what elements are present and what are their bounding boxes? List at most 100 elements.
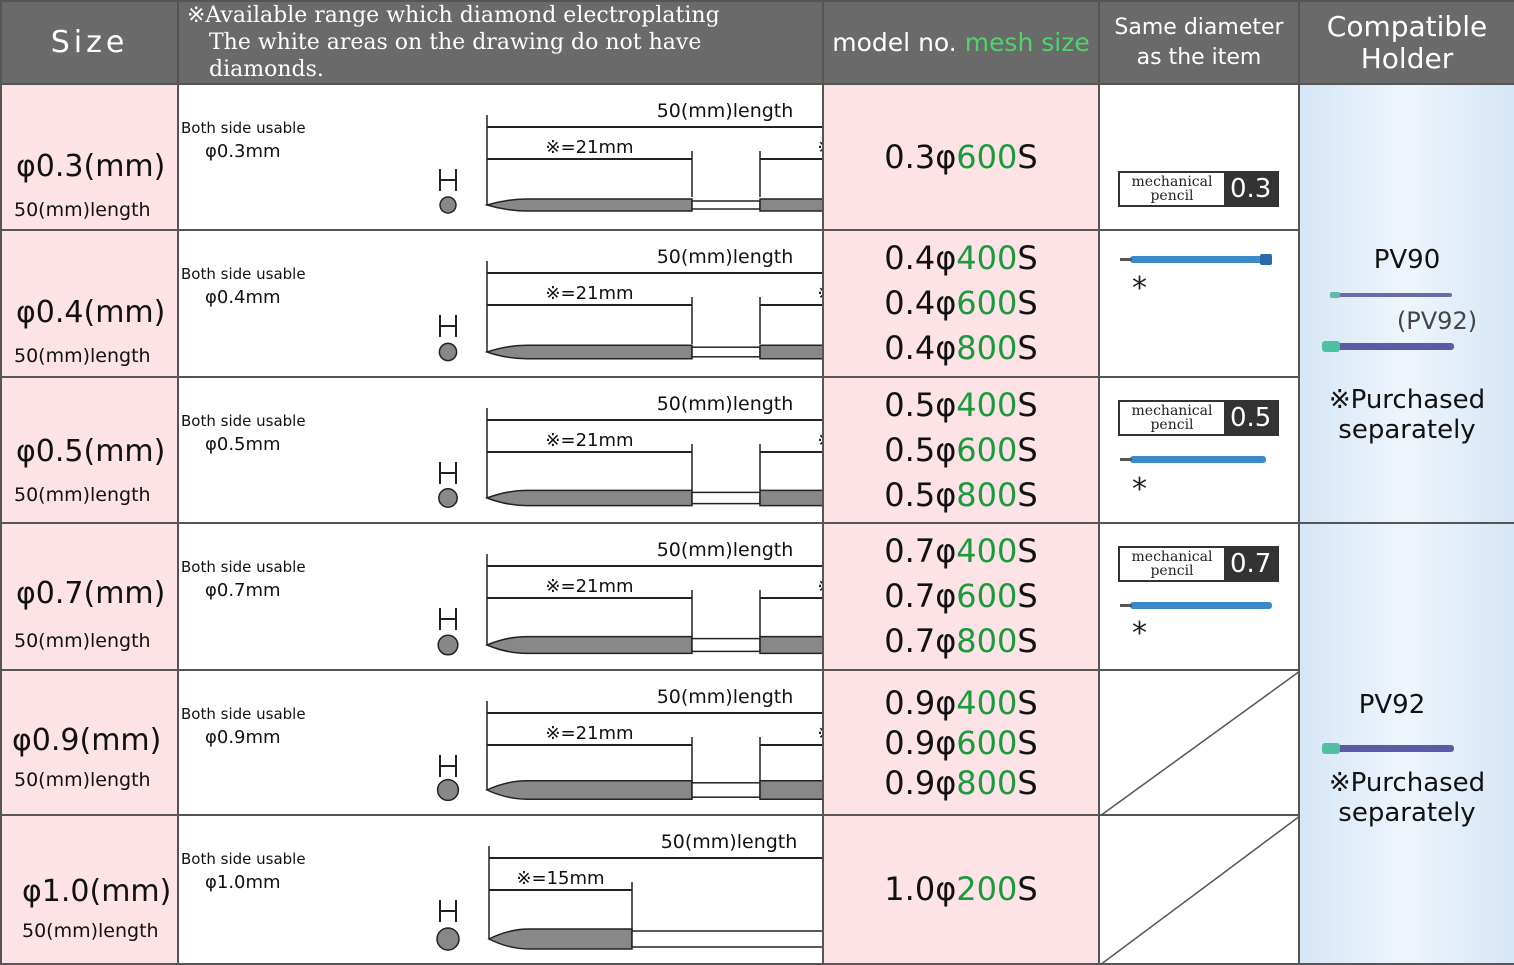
holder-pv92-icon (1322, 743, 1454, 754)
coating-length-label: ※=21mm (545, 283, 633, 304)
coated-section-right (759, 635, 821, 655)
coated-section-left (487, 928, 633, 950)
length-label: 50(mm)length (657, 246, 794, 268)
coating-length-label: ※=21mm (817, 430, 822, 451)
header-range: ※Available range which diamond electropl… (177, 0, 824, 85)
tool-drawing: Both side usable φ0.9mm 50(mm)length ※=21mm… (181, 686, 822, 802)
mechanical-pencil-badge-05: mechanical pencil 0.5 (1118, 400, 1280, 436)
pencil-cell-09-empty (1098, 669, 1300, 816)
model-cell-09: 0.9φ400S 0.9φ600S 0.9φ800S (822, 669, 1100, 816)
coated-section-right (759, 344, 821, 360)
diameter-label: φ0.9mm (205, 727, 281, 748)
size-cell-10: φ1.0(mm) 50(mm)length (0, 814, 179, 965)
mechanical-pencil-badge-07: mechanical pencil 0.7 (1118, 546, 1280, 582)
holder-cell-pv92: PV92 ※Purchased separately (1298, 522, 1514, 965)
diagonal-slash (1102, 672, 1297, 813)
both-side-usable-label: Both side usable (181, 412, 306, 430)
length-label: 50(mm)length (657, 393, 794, 415)
cross-section-icon (437, 634, 459, 656)
mechanical-pencil-badge-03: mechanical pencil 0.3 (1118, 171, 1280, 207)
holder-pv90-icon (1322, 292, 1454, 352)
size-cell-03: φ0.3(mm) 50(mm)length (0, 83, 179, 231)
diagonal-slash (1102, 817, 1297, 962)
uncoated-section (631, 930, 821, 948)
model-cell-07: 0.7φ400S 0.7φ600S 0.7φ800S (822, 522, 1100, 671)
length-label: 50(mm)length (661, 831, 798, 853)
pencil-cell-04: * (1098, 229, 1300, 378)
coated-section-left (484, 344, 693, 360)
model-number: 0.5φ800S (884, 475, 1038, 514)
drawing-04: Both side usable φ0.4mm 50(mm)length ※=21mm… (177, 229, 824, 378)
model-number: 0.4φ400S (884, 239, 1038, 277)
model-cell-03: 0.3φ600S (822, 83, 1100, 231)
size-cell-07: φ0.7(mm) 50(mm)length (0, 522, 179, 671)
diameter-label: φ0.7mm (205, 580, 281, 601)
coating-length-label: ※=21mm (817, 576, 822, 597)
mechanical-pencil-icon (1120, 602, 1272, 609)
diameter-label: φ0.3mm (205, 141, 281, 162)
coated-section-left (484, 198, 693, 212)
model-number: 0.9φ800S (884, 763, 1038, 802)
header-holder: Compatible Holder (1298, 0, 1514, 85)
pencil-cell-10-empty (1098, 814, 1300, 965)
model-cell-05: 0.5φ400S 0.5φ600S 0.5φ800S (822, 376, 1100, 524)
diameter-label: φ0.5mm (205, 434, 281, 455)
coating-length-label: ※=21mm (545, 723, 633, 744)
tool-drawing: Both side usable φ0.7mm 50(mm)length ※=21mm… (181, 539, 822, 656)
coating-length-label: ※=21mm (545, 576, 633, 597)
drawing-05: Both side usable φ0.5mm 50(mm)length ※=21mm… (177, 376, 824, 524)
model-number: 0.7φ400S (884, 532, 1038, 570)
tool-drawing: Both side usable φ0.3mm 50(mm)length ※=21mm… (181, 100, 822, 214)
both-side-usable-label: Both side usable (181, 119, 306, 137)
holder-cell-pv90: PV90 (PV92) ※Purchased separately (1298, 83, 1514, 524)
coated-section-right (759, 780, 821, 800)
length-label: 50(mm)length (657, 539, 794, 561)
cross-section-icon (439, 196, 457, 214)
size-cell-05: φ0.5(mm) 50(mm)length (0, 376, 179, 524)
pencil-cell-07: mechanical pencil 0.7 * (1098, 522, 1300, 671)
cross-section-icon (438, 342, 458, 362)
coated-section-right (759, 489, 821, 507)
header-range-line1: ※Available range which diamond electropl… (187, 3, 720, 28)
drawing-10: Both side usable φ1.0mm 50(mm)length ※=15mm… (177, 814, 824, 965)
header-size: Size (0, 0, 179, 85)
drawing-09: Both side usable φ0.9mm 50(mm)length ※=21mm… (177, 669, 824, 816)
coated-section-left (485, 780, 693, 800)
both-side-usable-label: Both side usable (181, 850, 306, 868)
coated-section-right (759, 198, 821, 212)
cross-section-icon (438, 488, 458, 508)
diameter-label: φ0.4mm (205, 287, 281, 308)
model-cell-10: 1.0φ200S (822, 814, 1100, 965)
both-side-usable-label: Both side usable (181, 705, 306, 723)
mechanical-pencil-icon (1120, 254, 1272, 265)
coating-length-label: ※=21mm (545, 137, 633, 158)
coating-length-label: ※=21mm (817, 137, 822, 158)
model-number: 0.9φ400S (884, 683, 1038, 722)
model-number: 0.5φ400S (884, 385, 1038, 424)
both-side-usable-label: Both side usable (181, 558, 306, 576)
uncoated-section (691, 782, 761, 798)
uncoated-section (691, 637, 761, 653)
pencil-cell-05: mechanical pencil 0.5 * (1098, 376, 1300, 524)
drawing-07: Both side usable φ0.7mm 50(mm)length ※=21mm… (177, 522, 824, 671)
pencil-cell-03: mechanical pencil 0.3 (1098, 83, 1300, 231)
drawing-03: Both side usable φ0.3mm 50(mm)length ※=21mm… (177, 83, 824, 231)
header-model: model no. mesh size (822, 0, 1100, 85)
cross-section-icon (436, 927, 460, 951)
cross-section-icon (436, 778, 460, 802)
tool-drawing: Both side usable φ0.5mm 50(mm)length ※=21mm… (181, 393, 822, 508)
model-number: 0.9φ600S (884, 723, 1038, 762)
tool-drawing: Both side usable φ1.0mm 50(mm)length ※=15mm… (181, 831, 821, 951)
coated-section-left (484, 489, 693, 507)
header-range-line2: The white areas on the drawing do not ha… (209, 30, 702, 82)
size-cell-04: φ0.4(mm) 50(mm)length (0, 229, 179, 378)
uncoated-section (691, 200, 761, 210)
coating-length-label: ※=21mm (817, 723, 822, 744)
uncoated-section (691, 346, 761, 358)
mechanical-pencil-icon (1120, 456, 1266, 463)
model-cell-04: 0.4φ400S 0.4φ600S 0.4φ800S (822, 229, 1100, 378)
header-same-diameter: Same diameter as the item (1098, 0, 1300, 85)
coating-length-label: ※=21mm (545, 430, 633, 451)
model-number: 0.7φ800S (884, 622, 1038, 660)
